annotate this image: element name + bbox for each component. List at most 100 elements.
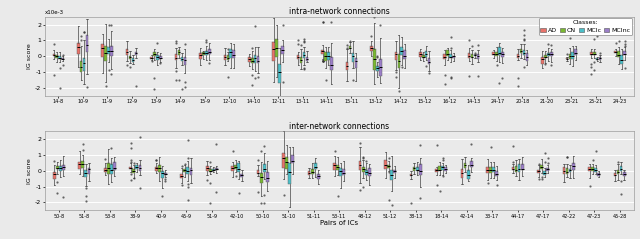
PathPatch shape: [438, 166, 441, 171]
PathPatch shape: [563, 167, 565, 174]
PathPatch shape: [543, 171, 546, 175]
PathPatch shape: [590, 52, 593, 55]
PathPatch shape: [495, 171, 498, 176]
PathPatch shape: [266, 172, 269, 182]
PathPatch shape: [232, 50, 235, 58]
PathPatch shape: [52, 54, 55, 56]
PathPatch shape: [56, 166, 59, 169]
PathPatch shape: [376, 66, 379, 71]
PathPatch shape: [595, 168, 597, 172]
PathPatch shape: [260, 173, 262, 183]
Title: intra-network connections: intra-network connections: [289, 7, 390, 16]
PathPatch shape: [435, 169, 438, 172]
PathPatch shape: [212, 169, 214, 172]
PathPatch shape: [58, 56, 61, 60]
PathPatch shape: [126, 49, 129, 55]
PathPatch shape: [81, 161, 84, 168]
PathPatch shape: [308, 171, 310, 175]
PathPatch shape: [136, 165, 138, 169]
PathPatch shape: [444, 167, 447, 171]
PathPatch shape: [617, 170, 620, 174]
PathPatch shape: [161, 171, 164, 179]
PathPatch shape: [588, 167, 591, 171]
PathPatch shape: [572, 52, 574, 59]
PathPatch shape: [614, 51, 617, 53]
PathPatch shape: [416, 167, 419, 171]
PathPatch shape: [540, 165, 543, 169]
PathPatch shape: [477, 54, 479, 59]
Text: x10e-3: x10e-3: [45, 10, 64, 15]
PathPatch shape: [449, 54, 452, 58]
PathPatch shape: [205, 51, 207, 55]
PathPatch shape: [515, 166, 518, 172]
PathPatch shape: [566, 58, 568, 59]
PathPatch shape: [623, 172, 625, 176]
PathPatch shape: [159, 56, 162, 59]
PathPatch shape: [597, 173, 600, 176]
PathPatch shape: [129, 56, 131, 59]
PathPatch shape: [327, 52, 330, 60]
PathPatch shape: [395, 52, 397, 60]
PathPatch shape: [186, 168, 189, 174]
PathPatch shape: [275, 39, 278, 57]
PathPatch shape: [547, 168, 549, 171]
PathPatch shape: [397, 54, 400, 68]
PathPatch shape: [547, 53, 550, 56]
PathPatch shape: [468, 53, 470, 58]
PathPatch shape: [337, 165, 339, 170]
PathPatch shape: [285, 157, 288, 169]
PathPatch shape: [104, 168, 106, 172]
PathPatch shape: [223, 55, 226, 60]
PathPatch shape: [368, 168, 371, 176]
PathPatch shape: [62, 164, 65, 170]
PathPatch shape: [78, 162, 81, 169]
PathPatch shape: [370, 46, 372, 51]
PathPatch shape: [184, 169, 186, 172]
PathPatch shape: [158, 165, 161, 173]
PathPatch shape: [314, 163, 317, 169]
PathPatch shape: [525, 54, 528, 61]
PathPatch shape: [317, 174, 319, 179]
PathPatch shape: [410, 174, 412, 176]
PathPatch shape: [544, 55, 547, 58]
PathPatch shape: [452, 55, 455, 58]
PathPatch shape: [86, 35, 88, 52]
PathPatch shape: [596, 58, 598, 60]
PathPatch shape: [620, 55, 623, 64]
PathPatch shape: [403, 50, 406, 60]
PathPatch shape: [425, 51, 428, 57]
PathPatch shape: [362, 167, 365, 172]
PathPatch shape: [614, 174, 616, 176]
Y-axis label: IG score: IG score: [28, 43, 32, 69]
PathPatch shape: [134, 52, 137, 55]
PathPatch shape: [83, 58, 85, 71]
PathPatch shape: [394, 169, 396, 173]
PathPatch shape: [110, 164, 113, 174]
PathPatch shape: [351, 53, 354, 62]
PathPatch shape: [107, 163, 109, 174]
PathPatch shape: [155, 167, 157, 171]
PathPatch shape: [599, 57, 602, 60]
PathPatch shape: [153, 52, 156, 56]
PathPatch shape: [237, 163, 240, 172]
PathPatch shape: [566, 168, 568, 174]
PathPatch shape: [104, 46, 107, 61]
PathPatch shape: [53, 172, 56, 179]
PathPatch shape: [311, 169, 314, 174]
PathPatch shape: [474, 55, 476, 56]
PathPatch shape: [620, 166, 623, 170]
PathPatch shape: [206, 166, 209, 172]
PathPatch shape: [189, 168, 192, 175]
PathPatch shape: [215, 168, 218, 170]
PathPatch shape: [199, 54, 202, 59]
PathPatch shape: [227, 55, 229, 60]
PathPatch shape: [521, 164, 524, 170]
PathPatch shape: [359, 161, 362, 170]
PathPatch shape: [184, 57, 186, 65]
PathPatch shape: [349, 46, 351, 49]
PathPatch shape: [572, 163, 575, 169]
PathPatch shape: [523, 50, 525, 55]
PathPatch shape: [419, 164, 422, 175]
PathPatch shape: [428, 58, 430, 64]
PathPatch shape: [379, 59, 381, 76]
